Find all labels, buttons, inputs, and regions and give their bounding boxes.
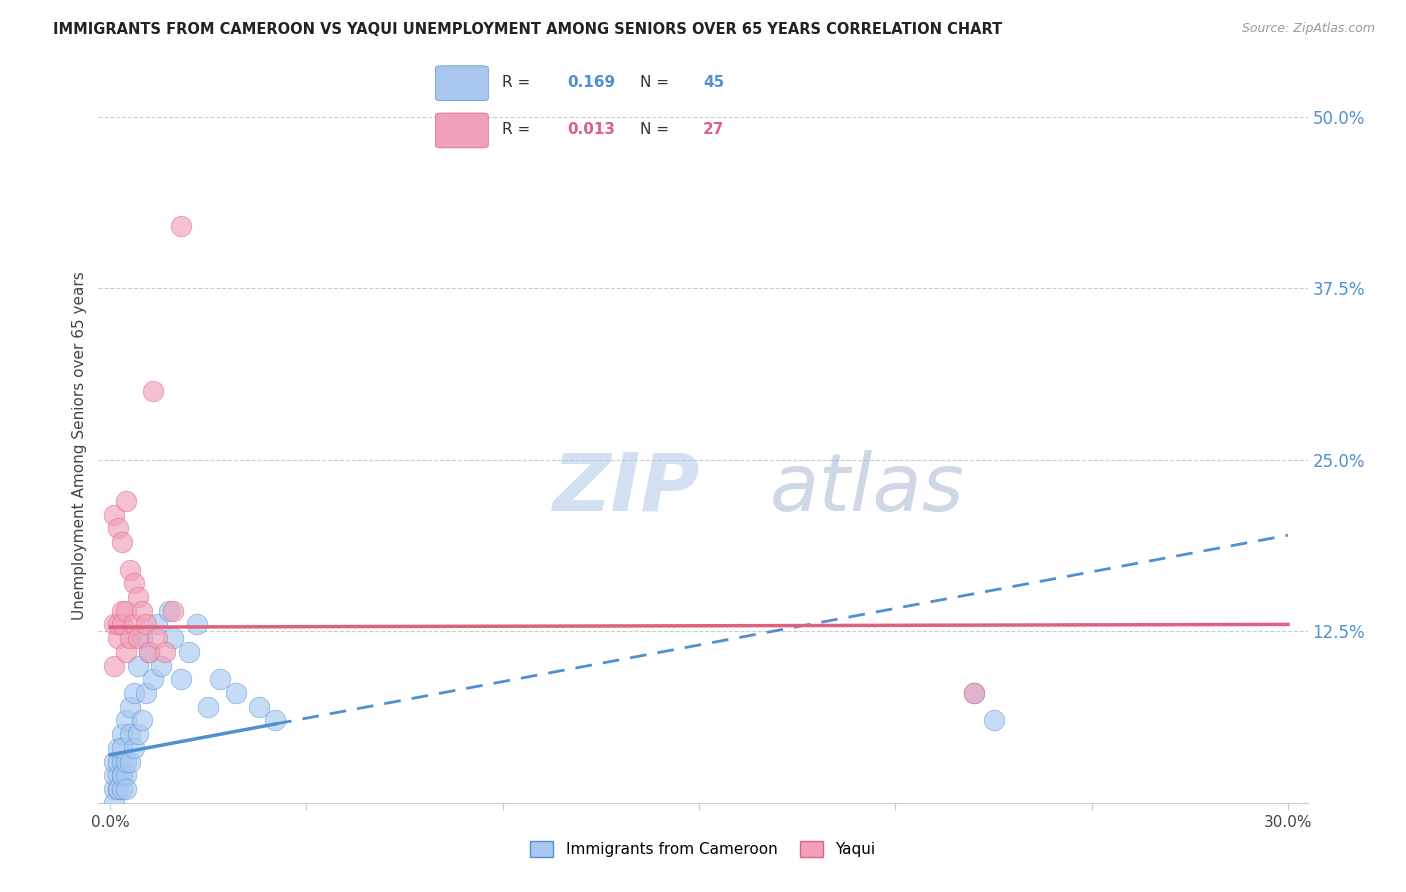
Point (103, 782, 125, 797)
Point (107, 740, 129, 755)
Text: 45: 45 (703, 75, 724, 90)
Point (122, 576, 145, 591)
Point (162, 604, 184, 618)
Point (142, 384, 165, 398)
Point (107, 631, 129, 645)
Point (118, 755, 141, 769)
Point (127, 727, 149, 741)
Point (115, 755, 138, 769)
Text: 27: 27 (703, 122, 724, 137)
Point (111, 740, 134, 755)
Text: R =: R = (502, 75, 534, 90)
Point (142, 673, 165, 687)
Point (107, 768, 129, 782)
Point (127, 590, 149, 604)
Point (138, 645, 160, 659)
Point (131, 714, 153, 728)
Point (225, 686, 247, 700)
Point (197, 699, 219, 714)
Point (138, 645, 160, 659)
Point (127, 658, 149, 673)
Point (146, 631, 169, 645)
Point (107, 782, 129, 797)
Point (170, 219, 193, 234)
Point (963, 686, 986, 700)
Point (103, 658, 125, 673)
Point (107, 521, 129, 535)
Point (111, 604, 134, 618)
Point (115, 604, 138, 618)
Point (111, 535, 134, 549)
Text: ZIP: ZIP (551, 450, 699, 528)
Point (107, 617, 129, 632)
Point (963, 686, 986, 700)
Y-axis label: Unemployment Among Seniors over 65 years: Unemployment Among Seniors over 65 years (72, 272, 87, 620)
Point (153, 645, 176, 659)
Point (115, 645, 138, 659)
Point (127, 631, 149, 645)
Point (983, 714, 1005, 728)
Text: N =: N = (640, 122, 673, 137)
FancyBboxPatch shape (436, 66, 488, 101)
Text: 0.013: 0.013 (568, 122, 616, 137)
Text: R =: R = (502, 122, 534, 137)
Point (111, 768, 134, 782)
Point (122, 686, 145, 700)
Point (209, 673, 232, 687)
Point (103, 508, 125, 522)
Text: N =: N = (640, 75, 673, 90)
Point (111, 727, 134, 741)
Point (122, 617, 145, 632)
Point (170, 673, 193, 687)
Point (118, 727, 141, 741)
Point (135, 686, 157, 700)
Point (186, 617, 208, 632)
Point (103, 768, 125, 782)
Point (135, 617, 157, 632)
Point (118, 699, 141, 714)
Point (177, 645, 200, 659)
Point (264, 714, 287, 728)
Point (115, 768, 138, 782)
Point (115, 782, 138, 797)
Point (107, 755, 129, 769)
Text: IMMIGRANTS FROM CAMEROON VS YAQUI UNEMPLOYMENT AMONG SENIORS OVER 65 YEARS CORRE: IMMIGRANTS FROM CAMEROON VS YAQUI UNEMPL… (53, 22, 1002, 37)
Point (247, 699, 270, 714)
Point (111, 755, 134, 769)
Text: atlas: atlas (769, 450, 965, 528)
Point (115, 494, 138, 508)
Point (111, 768, 134, 782)
Point (118, 562, 141, 576)
FancyBboxPatch shape (436, 113, 488, 148)
Point (115, 714, 138, 728)
Point (162, 631, 184, 645)
Legend: Immigrants from Cameroon, Yaqui: Immigrants from Cameroon, Yaqui (524, 835, 882, 863)
Text: 0.169: 0.169 (568, 75, 616, 90)
Point (157, 604, 180, 618)
Point (103, 617, 125, 632)
Point (103, 755, 125, 769)
Point (146, 617, 169, 632)
Point (131, 604, 153, 618)
Point (131, 631, 153, 645)
Point (111, 782, 134, 797)
Point (122, 740, 145, 755)
Point (150, 658, 173, 673)
Text: Source: ZipAtlas.com: Source: ZipAtlas.com (1241, 22, 1375, 36)
Point (103, 796, 125, 810)
Point (118, 631, 141, 645)
Point (111, 617, 134, 632)
Point (107, 782, 129, 797)
